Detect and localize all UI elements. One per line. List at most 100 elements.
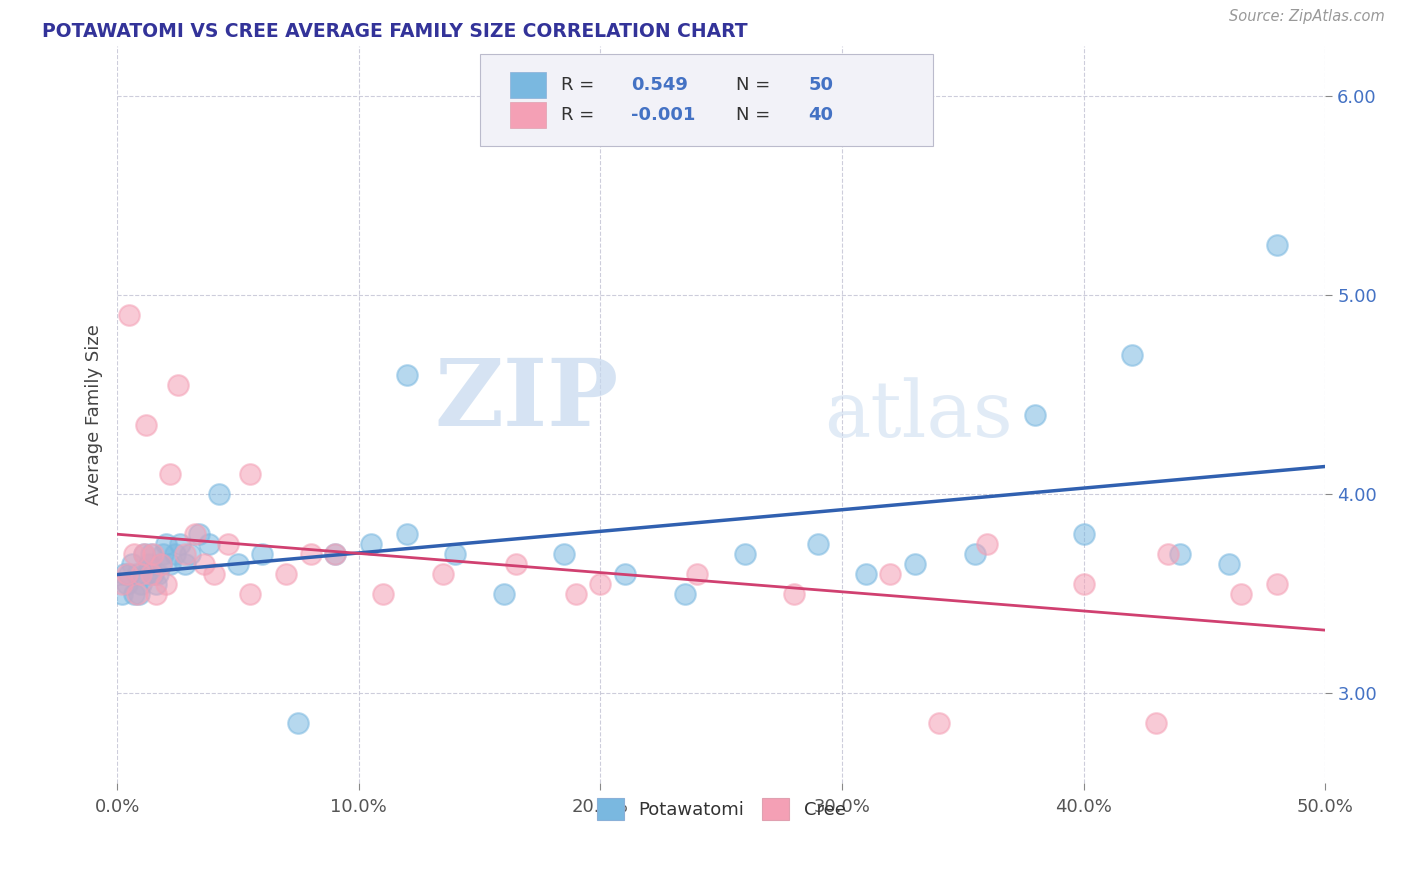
Point bbox=[287, 716, 309, 731]
Point bbox=[135, 566, 157, 581]
Point bbox=[323, 547, 346, 561]
Text: 50: 50 bbox=[808, 77, 834, 95]
Point bbox=[239, 587, 262, 601]
Point bbox=[1024, 408, 1046, 422]
Point bbox=[492, 587, 515, 601]
Point bbox=[928, 716, 950, 731]
Point bbox=[122, 547, 145, 561]
Text: R =: R = bbox=[561, 106, 599, 124]
Point bbox=[202, 566, 225, 581]
Point bbox=[1121, 348, 1143, 362]
Point bbox=[276, 566, 298, 581]
Point bbox=[131, 566, 153, 581]
Text: N =: N = bbox=[735, 77, 776, 95]
Point bbox=[118, 308, 141, 322]
Point bbox=[1073, 527, 1095, 541]
Point bbox=[553, 547, 575, 561]
Text: Source: ZipAtlas.com: Source: ZipAtlas.com bbox=[1229, 9, 1385, 24]
Point bbox=[183, 527, 205, 541]
Point bbox=[371, 587, 394, 601]
Point bbox=[807, 537, 830, 551]
Y-axis label: Average Family Size: Average Family Size bbox=[86, 324, 103, 505]
Point bbox=[149, 557, 172, 571]
Point bbox=[396, 527, 419, 541]
Point bbox=[1144, 716, 1167, 731]
Point bbox=[613, 566, 636, 581]
Point bbox=[165, 547, 187, 561]
Point bbox=[1230, 587, 1253, 601]
Point bbox=[169, 537, 191, 551]
Text: POTAWATOMI VS CREE AVERAGE FAMILY SIZE CORRELATION CHART: POTAWATOMI VS CREE AVERAGE FAMILY SIZE C… bbox=[42, 22, 748, 41]
Point bbox=[1157, 547, 1180, 561]
Point bbox=[903, 557, 925, 571]
Point bbox=[142, 566, 165, 581]
Point bbox=[131, 577, 153, 591]
Point bbox=[432, 566, 454, 581]
Point bbox=[145, 577, 167, 591]
Text: ZIP: ZIP bbox=[434, 355, 619, 445]
Point bbox=[323, 547, 346, 561]
Point bbox=[111, 577, 134, 591]
Point bbox=[589, 577, 612, 591]
Point bbox=[193, 557, 215, 571]
Point bbox=[565, 587, 588, 601]
Point bbox=[686, 566, 709, 581]
Point bbox=[166, 377, 188, 392]
Point bbox=[155, 577, 177, 591]
Point bbox=[783, 587, 806, 601]
Point bbox=[188, 527, 211, 541]
Text: -0.001: -0.001 bbox=[631, 106, 695, 124]
Point bbox=[115, 577, 138, 591]
Point bbox=[198, 537, 221, 551]
Point bbox=[396, 368, 419, 382]
FancyBboxPatch shape bbox=[479, 54, 932, 145]
Point bbox=[879, 566, 901, 581]
Point bbox=[145, 587, 167, 601]
Point bbox=[360, 537, 382, 551]
Point bbox=[114, 566, 136, 581]
FancyBboxPatch shape bbox=[510, 72, 546, 98]
Point bbox=[155, 537, 177, 551]
Text: N =: N = bbox=[735, 106, 776, 124]
Point bbox=[125, 566, 148, 581]
Point bbox=[673, 587, 696, 601]
Point bbox=[139, 547, 162, 561]
Text: R =: R = bbox=[561, 77, 599, 95]
Point bbox=[132, 547, 155, 561]
Point bbox=[149, 557, 172, 571]
Point bbox=[173, 557, 195, 571]
Point bbox=[250, 547, 273, 561]
Point bbox=[132, 547, 155, 561]
FancyBboxPatch shape bbox=[510, 102, 546, 128]
Point bbox=[152, 547, 174, 561]
Point bbox=[122, 587, 145, 601]
Point bbox=[139, 566, 162, 581]
Point bbox=[976, 537, 998, 551]
Point bbox=[128, 587, 150, 601]
Point bbox=[125, 587, 148, 601]
Point bbox=[208, 487, 231, 501]
Text: 40: 40 bbox=[808, 106, 834, 124]
Point bbox=[173, 547, 195, 561]
Point bbox=[118, 566, 141, 581]
Text: atlas: atlas bbox=[824, 376, 1012, 452]
Point bbox=[115, 566, 138, 581]
Point bbox=[111, 587, 134, 601]
Point bbox=[217, 537, 239, 551]
Point bbox=[159, 467, 181, 482]
Point bbox=[179, 547, 201, 561]
Point bbox=[299, 547, 322, 561]
Point bbox=[1170, 547, 1192, 561]
Point bbox=[1073, 577, 1095, 591]
Point bbox=[963, 547, 986, 561]
Point bbox=[239, 467, 262, 482]
Point bbox=[226, 557, 249, 571]
Point bbox=[1218, 557, 1240, 571]
Point bbox=[1265, 238, 1288, 252]
Legend: Potawatomi, Cree: Potawatomi, Cree bbox=[589, 790, 853, 827]
Point bbox=[734, 547, 756, 561]
Point bbox=[444, 547, 467, 561]
Point bbox=[148, 566, 170, 581]
Point bbox=[121, 557, 143, 571]
Point bbox=[138, 557, 160, 571]
